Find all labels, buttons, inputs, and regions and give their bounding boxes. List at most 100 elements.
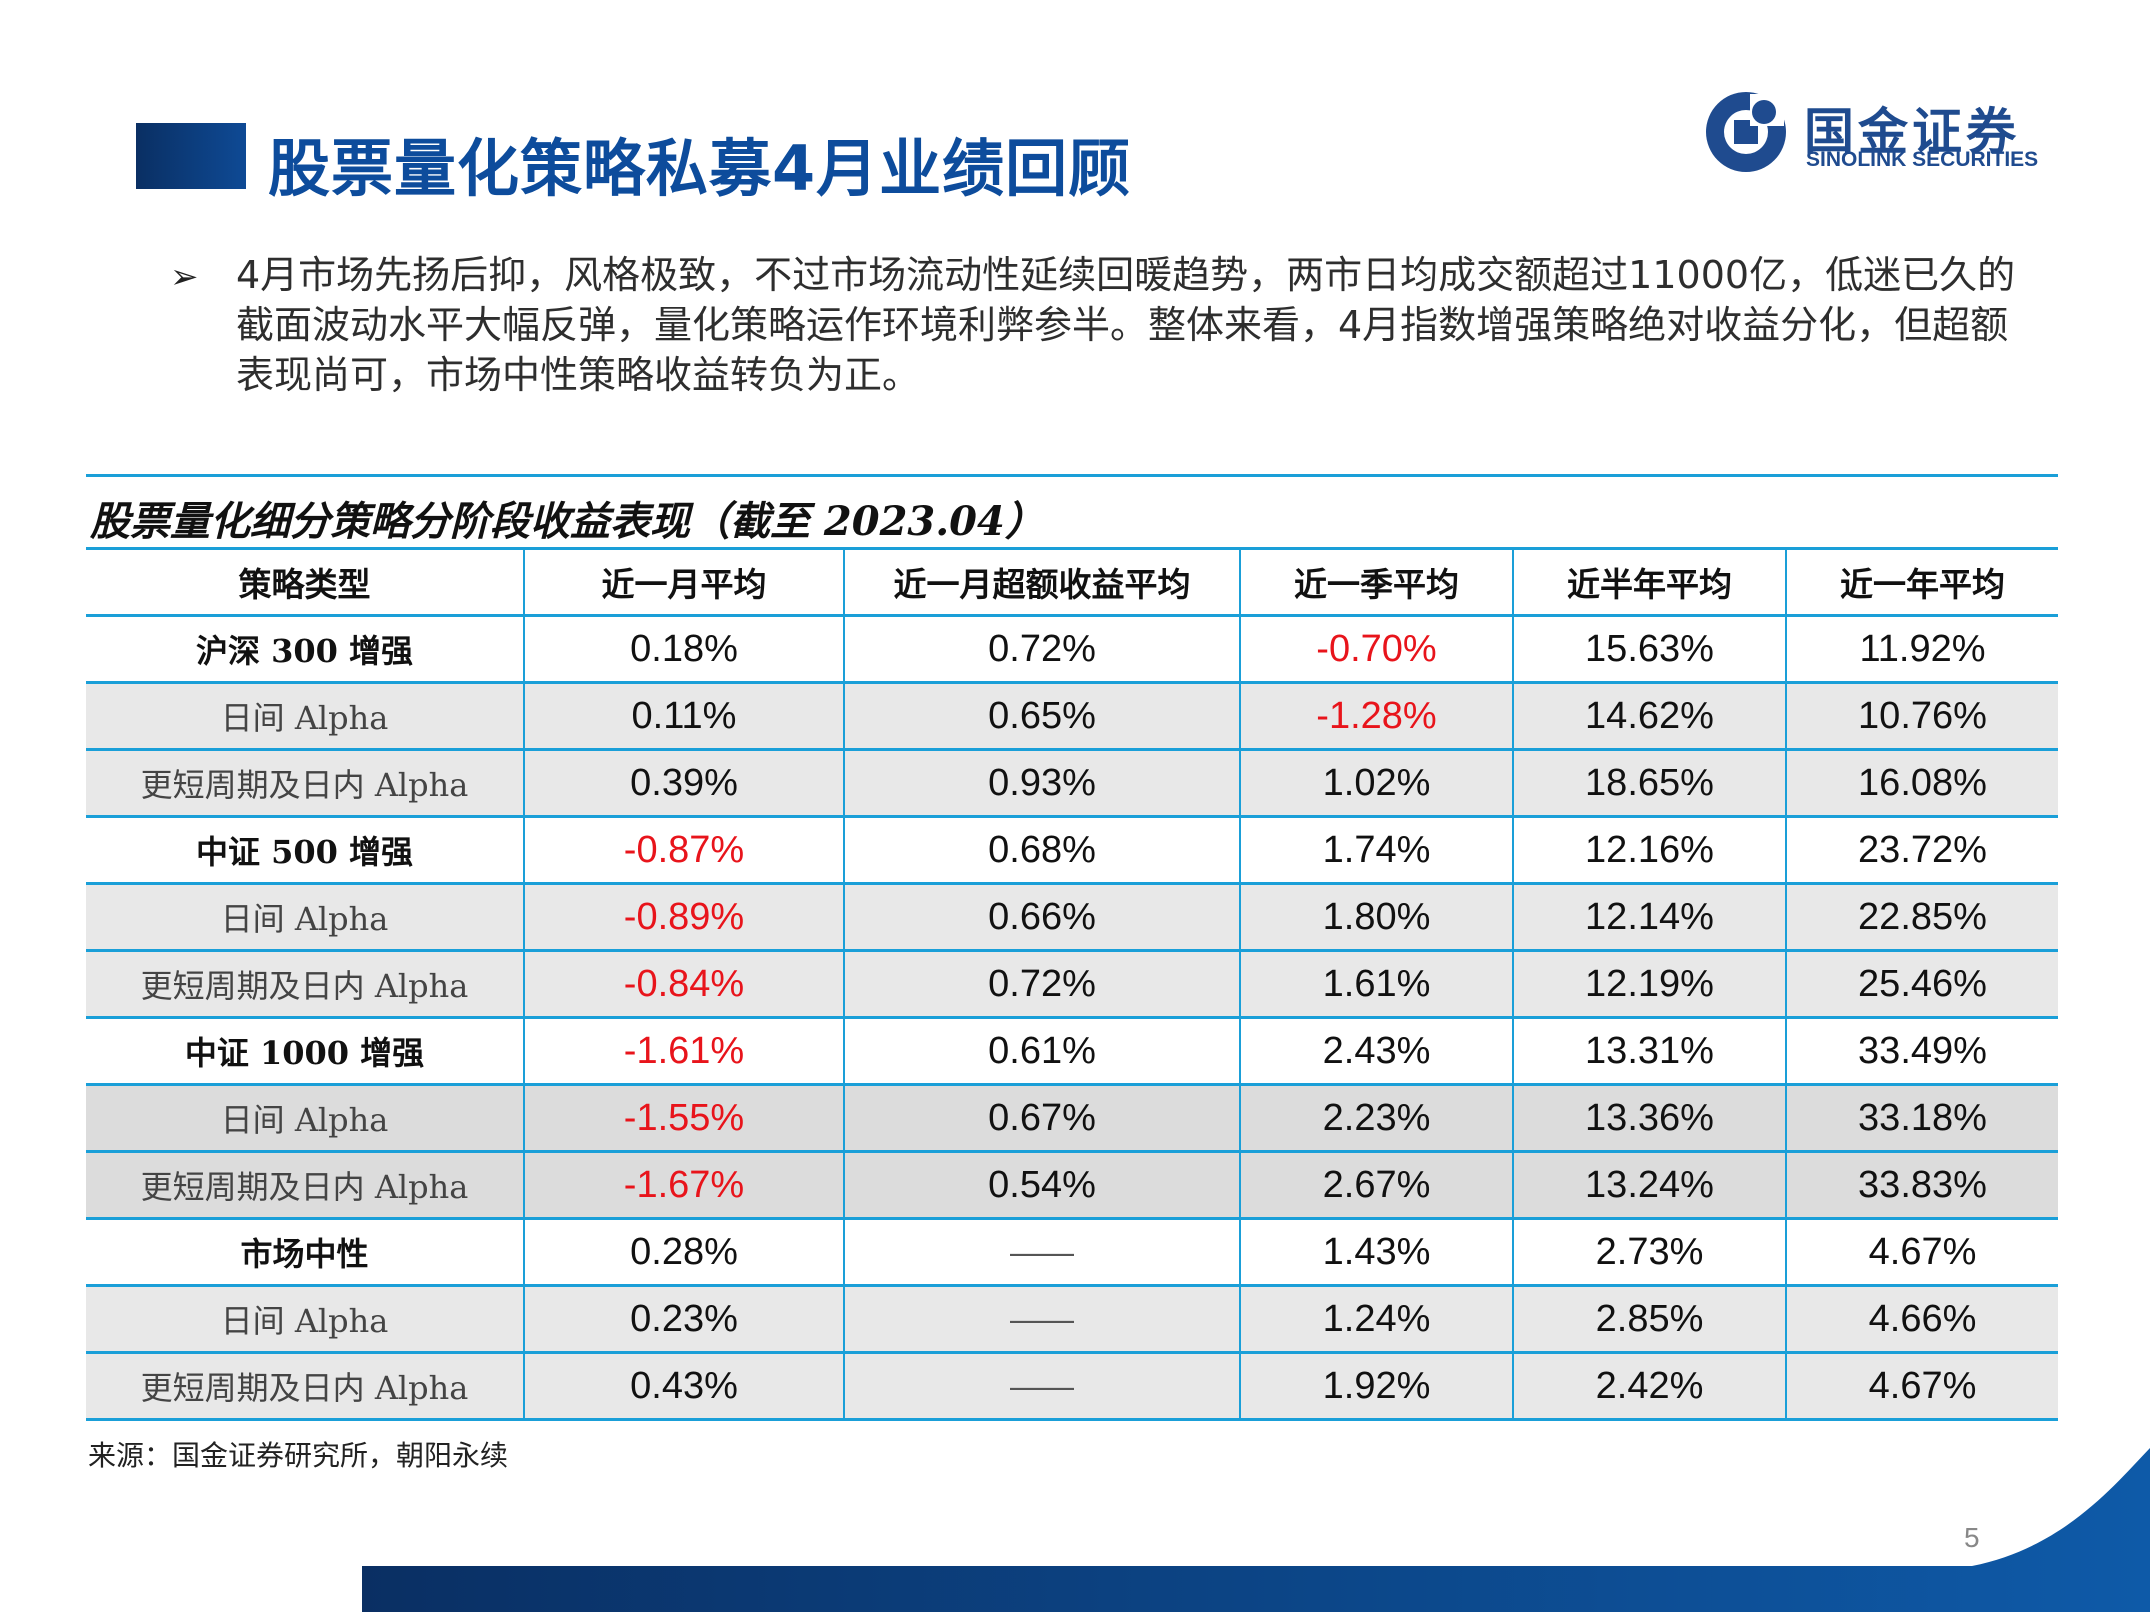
value-cell: -0.70% [1239,614,1514,684]
table-row: 中证 1000 增强 -1.61% 0.61% 2.43% 13.31% 33.49% [86,1016,2058,1086]
table-row: 日间 Alpha -0.89% 0.66% 1.80% 12.14% 22.85% [86,882,2058,952]
value-cell: 4.67% [1785,1217,2058,1287]
value-cell: 1.24% [1239,1284,1514,1354]
arrow-bullet-icon: ➢ [170,257,199,297]
value-cell: 33.18% [1785,1083,2058,1153]
table-row: 沪深 300 增强 0.18% 0.72% -0.70% 15.63% 11.92% [86,614,2058,684]
table-row: 日间 Alpha 0.11% 0.65% -1.28% 14.62% 10.76% [86,681,2058,751]
value-cell: 0.54% [843,1150,1241,1220]
company-logo: 国金证券 SINOLINK SECURITIES [1704,90,2084,180]
strategy-label-cell: 日间 Alpha [86,1284,525,1354]
value-cell: 4.66% [1785,1284,2058,1354]
value-cell: 12.14% [1512,882,1787,952]
summary-paragraph: 4月市场先扬后抑，风格极致，不过市场流动性延续回暖趋势，两市日均成交额超过110… [236,253,2016,397]
value-cell: 0.61% [843,1016,1241,1086]
performance-table-section: 股票量化细分策略分阶段收益表现（截至 2023.04） 策略类型 近一月平均 近… [86,474,2058,1421]
value-cell: 0.72% [843,949,1241,1019]
strategy-label-cell: 日间 Alpha [86,681,525,751]
header-cell: 近一月超额收益平均 [843,547,1241,617]
value-cell: —— [843,1284,1241,1354]
value-cell: 1.92% [1239,1351,1514,1421]
value-cell: 14.62% [1512,681,1787,751]
value-cell: 12.16% [1512,815,1787,885]
value-cell: 2.73% [1512,1217,1787,1287]
value-cell: 0.23% [523,1284,845,1354]
strategy-label-cell: 市场中性 [86,1217,525,1287]
value-cell: 0.43% [523,1351,845,1421]
value-cell: 0.39% [523,748,845,818]
strategy-label-cell: 更短周期及日内 Alpha [86,1351,525,1421]
value-cell: 33.49% [1785,1016,2058,1086]
value-cell: 10.76% [1785,681,2058,751]
table-row: 更短周期及日内 Alpha 0.43% —— 1.92% 2.42% 4.67% [86,1351,2058,1421]
header-cell: 策略类型 [86,547,525,617]
value-cell: 4.67% [1785,1351,2058,1421]
value-cell: 1.74% [1239,815,1514,885]
strategy-label-cell: 日间 Alpha [86,882,525,952]
value-cell: 18.65% [1512,748,1787,818]
value-cell: -1.67% [523,1150,845,1220]
value-cell: 11.92% [1785,614,2058,684]
value-cell: —— [843,1351,1241,1421]
value-cell: 0.28% [523,1217,845,1287]
value-cell: 13.31% [1512,1016,1787,1086]
table-title: 股票量化细分策略分阶段收益表现（截至 2023.04） [90,498,1045,545]
header-cell: 近一月平均 [523,547,845,617]
logo-chinese-name: 国金证券 [1804,103,2020,161]
value-cell: 0.93% [843,748,1241,818]
value-cell: 1.43% [1239,1217,1514,1287]
value-cell: 15.63% [1512,614,1787,684]
table-header-row: 策略类型 近一月平均 近一月超额收益平均 近一季平均 近半年平均 近一年平均 [86,547,2058,617]
logo-english-name: SINOLINK SECURITIES [1806,148,2039,171]
performance-table: 策略类型 近一月平均 近一月超额收益平均 近一季平均 近半年平均 近一年平均 沪… [86,547,2058,1421]
value-cell: 13.24% [1512,1150,1787,1220]
strategy-label-cell: 日间 Alpha [86,1083,525,1153]
strategy-label-cell: 更短周期及日内 Alpha [86,1150,525,1220]
value-cell: -1.61% [523,1016,845,1086]
strategy-label-cell: 中证 500 增强 [86,815,525,885]
value-cell: 0.68% [843,815,1241,885]
value-cell: -0.87% [523,815,845,885]
value-cell: -1.28% [1239,681,1514,751]
strategy-label-cell: 更短周期及日内 Alpha [86,748,525,818]
value-cell: 12.19% [1512,949,1787,1019]
value-cell: 1.02% [1239,748,1514,818]
header-cell: 近半年平均 [1512,547,1787,617]
value-cell: 33.83% [1785,1150,2058,1220]
value-cell: 1.61% [1239,949,1514,1019]
footer-decoration [362,1448,2150,1612]
table-row: 中证 500 增强 -0.87% 0.68% 1.74% 12.16% 23.72% [86,815,2058,885]
table-row: 日间 Alpha 0.23% —— 1.24% 2.85% 4.66% [86,1284,2058,1354]
value-cell: 2.67% [1239,1150,1514,1220]
value-cell: 23.72% [1785,815,2058,885]
value-cell: 2.85% [1512,1284,1787,1354]
value-cell: 2.43% [1239,1016,1514,1086]
table-row: 更短周期及日内 Alpha -0.84% 0.72% 1.61% 12.19% 25.46… [86,949,2058,1019]
table-row: 更短周期及日内 Alpha -1.67% 0.54% 2.67% 13.24% 33.83… [86,1150,2058,1220]
value-cell: 13.36% [1512,1083,1787,1153]
value-cell: —— [843,1217,1241,1287]
value-cell: 0.67% [843,1083,1241,1153]
value-cell: 0.11% [523,681,845,751]
page-title: 股票量化策略私募4月业绩回顾 [268,132,1132,205]
strategy-label-cell: 更短周期及日内 Alpha [86,949,525,1019]
table-row: 日间 Alpha -1.55% 0.67% 2.23% 13.36% 33.18% [86,1083,2058,1153]
strategy-label-cell: 沪深 300 增强 [86,614,525,684]
value-cell: 2.42% [1512,1351,1787,1421]
source-note: 来源：国金证券研究所，朝阳永续 [88,1439,509,1472]
sinolink-logo-icon [1706,92,1786,172]
value-cell: -0.84% [523,949,845,1019]
value-cell: 2.23% [1239,1083,1514,1153]
value-cell: 22.85% [1785,882,2058,952]
header-cell: 近一季平均 [1239,547,1514,617]
header-cell: 近一年平均 [1785,547,2058,617]
value-cell: -0.89% [523,882,845,952]
value-cell: 16.08% [1785,748,2058,818]
value-cell: 0.66% [843,882,1241,952]
strategy-label-cell: 中证 1000 增强 [86,1016,525,1086]
table-row: 市场中性 0.28% —— 1.43% 2.73% 4.67% [86,1217,2058,1287]
table-title-bar: 股票量化细分策略分阶段收益表现（截至 2023.04） [86,474,2058,547]
value-cell: 1.80% [1239,882,1514,952]
table-row: 更短周期及日内 Alpha 0.39% 0.93% 1.02% 18.65% 16.08% [86,748,2058,818]
value-cell: 0.18% [523,614,845,684]
